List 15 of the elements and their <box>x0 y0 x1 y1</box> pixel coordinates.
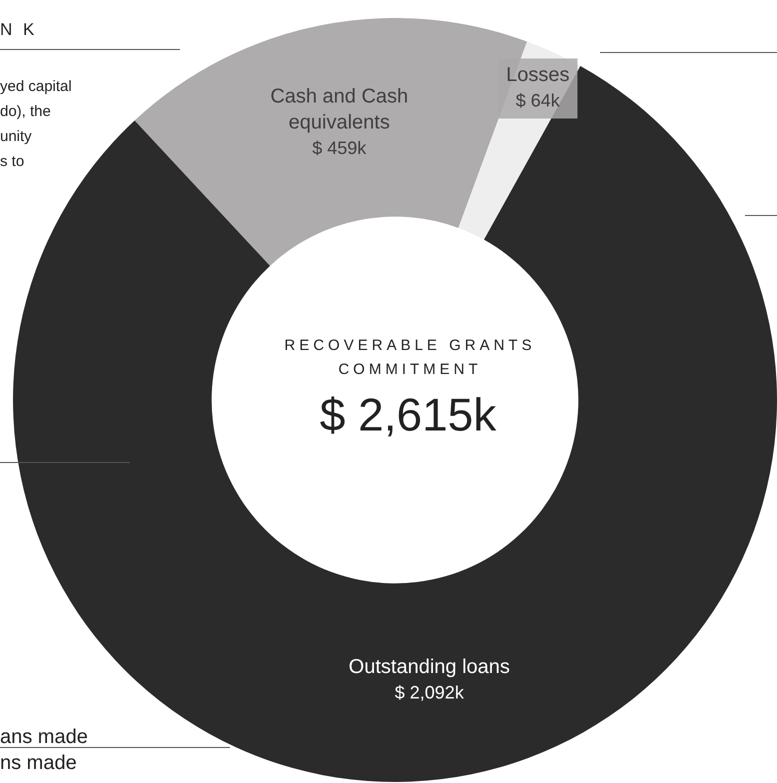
data-label: $ 64k <box>516 90 561 110</box>
text: RECOVERABLE GRANTS COMMITMENT <box>284 337 536 378</box>
text: yed capital <box>0 78 72 95</box>
text: unity <box>0 128 32 145</box>
slice-label: Losses <box>506 64 570 86</box>
text: N K <box>0 20 38 40</box>
text: s to <box>0 153 24 170</box>
data-label: $ 2,092k <box>394 682 465 703</box>
text: do), the <box>0 103 51 120</box>
data-label: $ 459k <box>312 138 368 158</box>
text: ns made <box>0 752 77 775</box>
text: ans made <box>0 726 88 749</box>
slice-label: Outstanding loans <box>348 656 510 678</box>
slice-label: Cash and Cash equivalents <box>270 85 408 134</box>
text: $ 2,615k <box>320 388 498 441</box>
